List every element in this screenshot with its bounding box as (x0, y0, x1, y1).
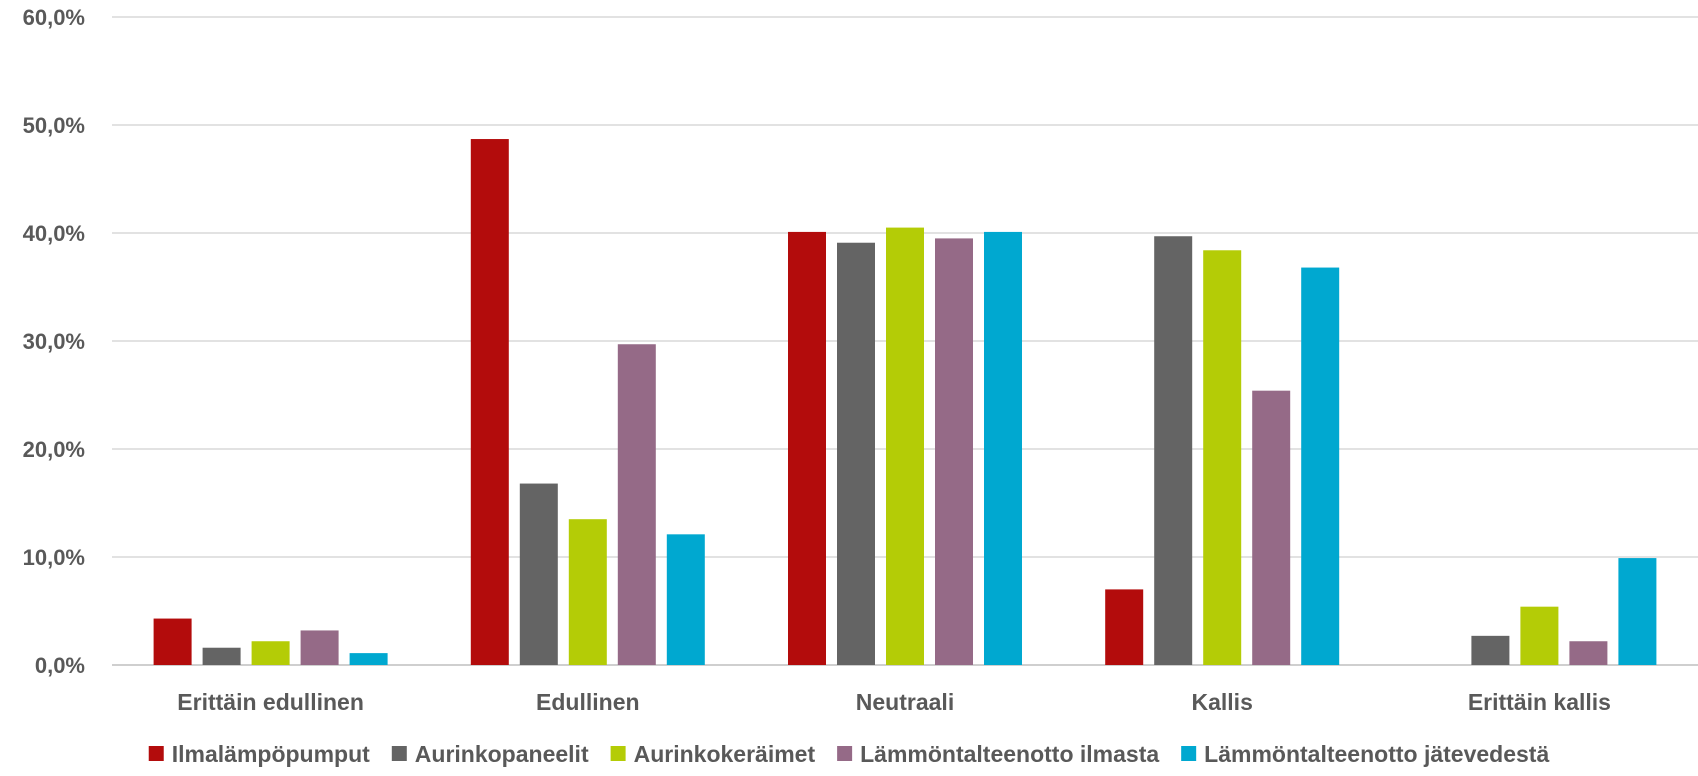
x-category-label: Edullinen (536, 689, 640, 715)
x-axis-category-labels: Erittäin edullinen Edullinen Neutraali Kall… (177, 689, 1611, 715)
x-category-label: Erittäin edullinen (177, 689, 364, 715)
bar (300, 630, 339, 665)
legend-item: Aurinkokeräimet (610, 741, 816, 767)
legend-label: Aurinkokeräimet (634, 741, 816, 767)
bar (886, 227, 924, 665)
bar (666, 534, 705, 665)
legend-item: Lämmöntalteenotto ilmasta (837, 741, 1159, 767)
bar (202, 647, 241, 665)
legend-swatch (391, 746, 407, 761)
bar (568, 519, 607, 665)
y-axis-tick-labels: 0,0% 10,0% 20,0% 30,0% 40,0% 50,0% 60,0% (23, 5, 85, 678)
legend-swatch (837, 746, 853, 761)
y-tick-label: 20,0% (23, 437, 85, 462)
bar (935, 238, 973, 665)
bar (251, 641, 290, 665)
legend-swatch (148, 746, 164, 761)
bar (788, 231, 826, 666)
y-tick-label: 10,0% (23, 545, 85, 570)
y-tick-label: 40,0% (23, 221, 85, 246)
bar (519, 483, 558, 665)
bar (617, 344, 656, 665)
legend: Ilmalämpöpumput Aurinkopaneelit Aurinkoker… (148, 741, 1549, 767)
legend-label: Ilmalämpöpumput (172, 741, 370, 767)
y-tick-label: 60,0% (23, 5, 85, 30)
legend-label: Lämmöntalteenotto ilmasta (860, 741, 1159, 767)
legend-item: Ilmalämpöpumput (148, 741, 370, 767)
legend-label: Lämmöntalteenotto jätevedestä (1204, 741, 1549, 767)
bar (1203, 250, 1242, 665)
legend-item: Lämmöntalteenotto jätevedestä (1181, 741, 1549, 767)
bars (153, 139, 1657, 666)
bar (1520, 606, 1559, 665)
bar (1301, 267, 1340, 665)
bar (1618, 558, 1657, 665)
y-tick-label: 50,0% (23, 113, 85, 138)
bar (984, 231, 1022, 666)
bar (1569, 641, 1608, 665)
y-tick-label: 30,0% (23, 329, 85, 354)
legend-item: Aurinkopaneelit (391, 741, 589, 767)
bar (837, 242, 875, 665)
y-tick-label: 0,0% (35, 653, 85, 678)
bar (1471, 635, 1510, 665)
legend-swatch (610, 746, 626, 761)
bar (1252, 390, 1291, 665)
x-category-label: Neutraali (856, 689, 954, 715)
x-category-label: Erittäin kallis (1468, 689, 1611, 715)
bar (153, 618, 192, 665)
x-category-label: Kallis (1192, 689, 1253, 715)
bar (1154, 236, 1193, 666)
bar (470, 139, 509, 666)
legend-swatch (1181, 746, 1197, 761)
legend-label: Aurinkopaneelit (415, 741, 589, 767)
bar (349, 653, 388, 665)
bar (1105, 589, 1144, 665)
